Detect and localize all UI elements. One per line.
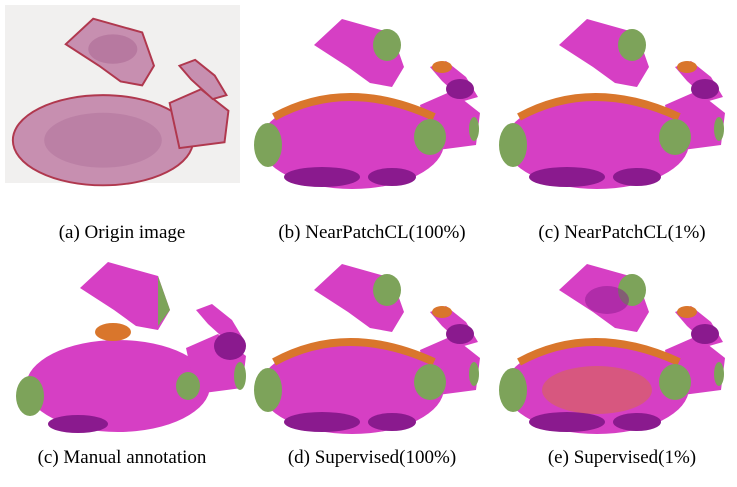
- caption: (c) Manual annotation: [38, 447, 207, 468]
- caption: (c) NearPatchCL(1%): [538, 222, 705, 243]
- segmentation-image: [499, 19, 725, 189]
- caption: (b) NearPatchCL(100%): [278, 222, 465, 243]
- segmentation-image: [16, 262, 246, 433]
- caption: (d) Supervised(100%): [288, 447, 456, 468]
- caption: (e) Supervised(1%): [548, 447, 696, 468]
- figure: (a) Origin image (b) NearPatchCL(100%) (…: [0, 0, 737, 487]
- segmentation-image: [254, 19, 480, 189]
- origin-image: [5, 5, 240, 185]
- caption: (a) Origin image: [59, 222, 186, 243]
- segmentation-image: [499, 264, 725, 434]
- segmentation-image: [254, 264, 480, 434]
